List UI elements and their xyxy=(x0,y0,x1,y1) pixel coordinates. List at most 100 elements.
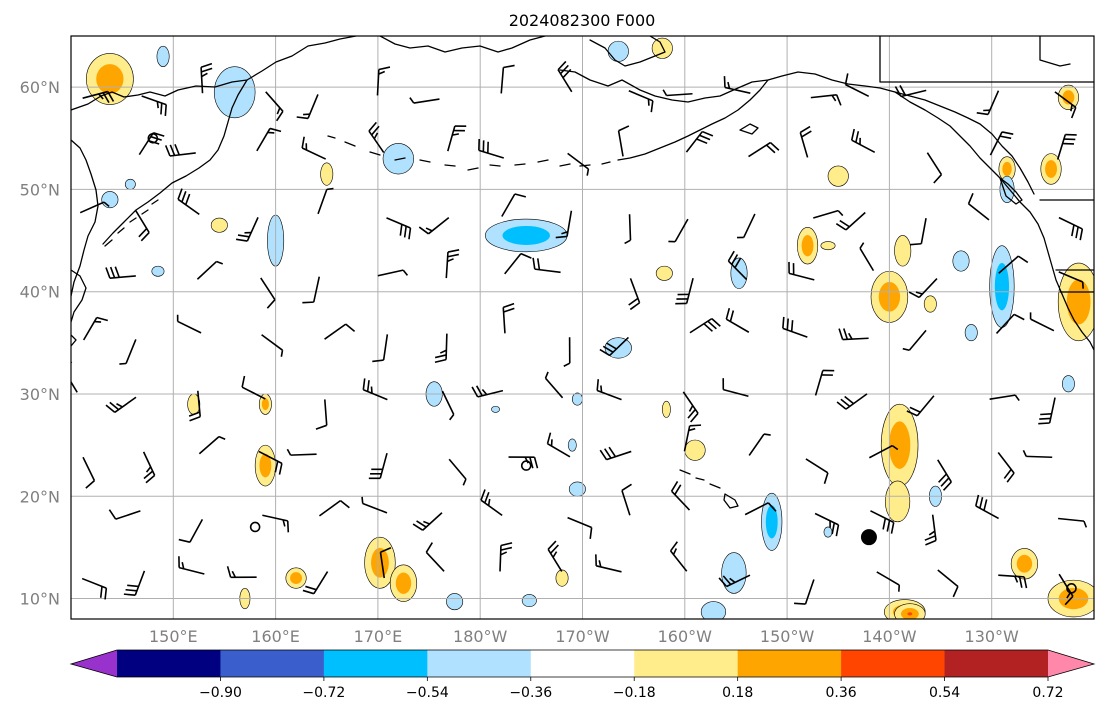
wind-barb xyxy=(265,91,284,122)
wind-barb xyxy=(835,211,866,231)
wind-barb xyxy=(499,542,513,572)
positive-contour-fill xyxy=(259,453,272,478)
negative-contour-fill xyxy=(964,324,978,342)
wind-barb xyxy=(141,95,167,117)
colorbar-bin xyxy=(944,650,1049,677)
positive-region xyxy=(1057,262,1094,342)
wind-barb xyxy=(617,125,630,157)
wind-barb xyxy=(557,60,573,93)
negative-region xyxy=(1061,375,1075,393)
positive-contour-fill xyxy=(894,235,912,267)
wind-barb xyxy=(368,452,388,480)
positive-region xyxy=(285,567,307,589)
negative-contour-fill xyxy=(568,481,586,497)
wind-barb xyxy=(315,399,328,430)
wind-barb xyxy=(624,214,632,245)
wind-barb xyxy=(1056,133,1077,160)
wind-barb xyxy=(478,138,504,159)
coastline-alaska-west xyxy=(379,36,546,53)
wind-barb xyxy=(737,213,756,239)
negative-contour-fill xyxy=(952,250,970,272)
wind-barb xyxy=(500,64,515,94)
colorbar-tick-label: −0.54 xyxy=(406,685,449,701)
negative-contour-fill xyxy=(491,405,500,413)
negative-contour-fill xyxy=(446,593,464,611)
wind-barb xyxy=(324,323,356,340)
colorbar-bin xyxy=(841,650,946,677)
coastline-kamchatka xyxy=(71,36,357,111)
latitude-tick-label: 60°N xyxy=(20,78,60,97)
negative-region xyxy=(485,218,568,253)
negative-contour-fill xyxy=(1061,375,1075,393)
longitude-tick-label: 170°E xyxy=(354,627,403,646)
negative-contour-fill xyxy=(571,392,583,406)
positive-contour-fill xyxy=(555,569,569,587)
positive-contour-fill xyxy=(907,612,913,616)
wind-barb xyxy=(628,278,641,311)
figure-title: 2024082300 F000 xyxy=(509,11,656,30)
wind-barb xyxy=(376,66,391,96)
contour-layer xyxy=(86,37,1094,619)
negative-region xyxy=(446,593,464,611)
positive-contour-fill xyxy=(651,37,673,59)
colorbar-bin xyxy=(117,650,221,677)
wind-barb xyxy=(908,277,938,299)
wind-barb xyxy=(256,127,282,152)
negative-contour-fill xyxy=(765,505,778,539)
positive-region xyxy=(254,444,276,487)
positive-region xyxy=(1057,84,1079,110)
calm-wind-circle xyxy=(249,521,261,533)
negative-contour-fill xyxy=(823,526,833,538)
wind-barb xyxy=(989,394,1020,402)
negative-region xyxy=(568,481,586,497)
latitude-tick-label: 50°N xyxy=(20,180,60,199)
positive-region xyxy=(86,53,134,105)
positive-region xyxy=(885,480,911,523)
colorbar-outline xyxy=(69,649,1096,678)
wind-barb xyxy=(377,269,409,277)
positive-region xyxy=(894,603,926,619)
wind-barb xyxy=(555,210,573,239)
positive-region xyxy=(258,393,272,415)
wind-barb xyxy=(448,458,467,486)
wind-barb xyxy=(372,334,389,363)
wind-barb xyxy=(621,483,632,516)
wind-barb xyxy=(813,209,844,219)
negative-region xyxy=(761,492,783,551)
wind-barb xyxy=(226,566,257,579)
colorbar-tick-label: −0.36 xyxy=(509,685,552,701)
colorbar-bin xyxy=(530,650,635,677)
wind-barb xyxy=(788,261,815,281)
positive-contour-fill xyxy=(1066,279,1091,325)
negative-contour-fill xyxy=(521,594,537,608)
positive-contour-fill xyxy=(661,400,671,418)
calm-wind-circle xyxy=(147,132,159,144)
wind-barb xyxy=(814,512,840,537)
negative-region xyxy=(607,40,629,62)
wind-barb xyxy=(119,339,137,365)
wind-barb xyxy=(188,390,202,422)
positive-region xyxy=(820,241,836,251)
negative-region xyxy=(952,250,970,272)
negative-contour-fill xyxy=(156,45,170,67)
calm-wind-circle xyxy=(520,460,532,471)
wind-barb xyxy=(177,188,200,216)
colorbar-tick-label: −0.72 xyxy=(302,685,345,701)
positive-contour-fill xyxy=(923,295,937,313)
wind-barb xyxy=(748,141,780,158)
coastline-kurils xyxy=(104,199,159,247)
wind-barb xyxy=(976,90,1000,116)
negative-contour-fill xyxy=(151,265,165,277)
wind-barb xyxy=(599,446,632,461)
map-frame xyxy=(70,35,1095,620)
negative-region xyxy=(700,601,727,619)
wind-barb xyxy=(260,277,276,309)
positive-contour-fill xyxy=(261,398,269,411)
wind-barb xyxy=(547,540,563,572)
positive-contour-fill xyxy=(1016,554,1033,573)
negative-contour-fill xyxy=(730,257,748,289)
wind-barb xyxy=(995,313,1025,335)
wind-barb xyxy=(504,252,532,275)
colorbar-labels: −0.90 −0.72 −0.54 −0.36 −0.18 0.18 0.36 0.54 0.7… xyxy=(199,677,1064,701)
